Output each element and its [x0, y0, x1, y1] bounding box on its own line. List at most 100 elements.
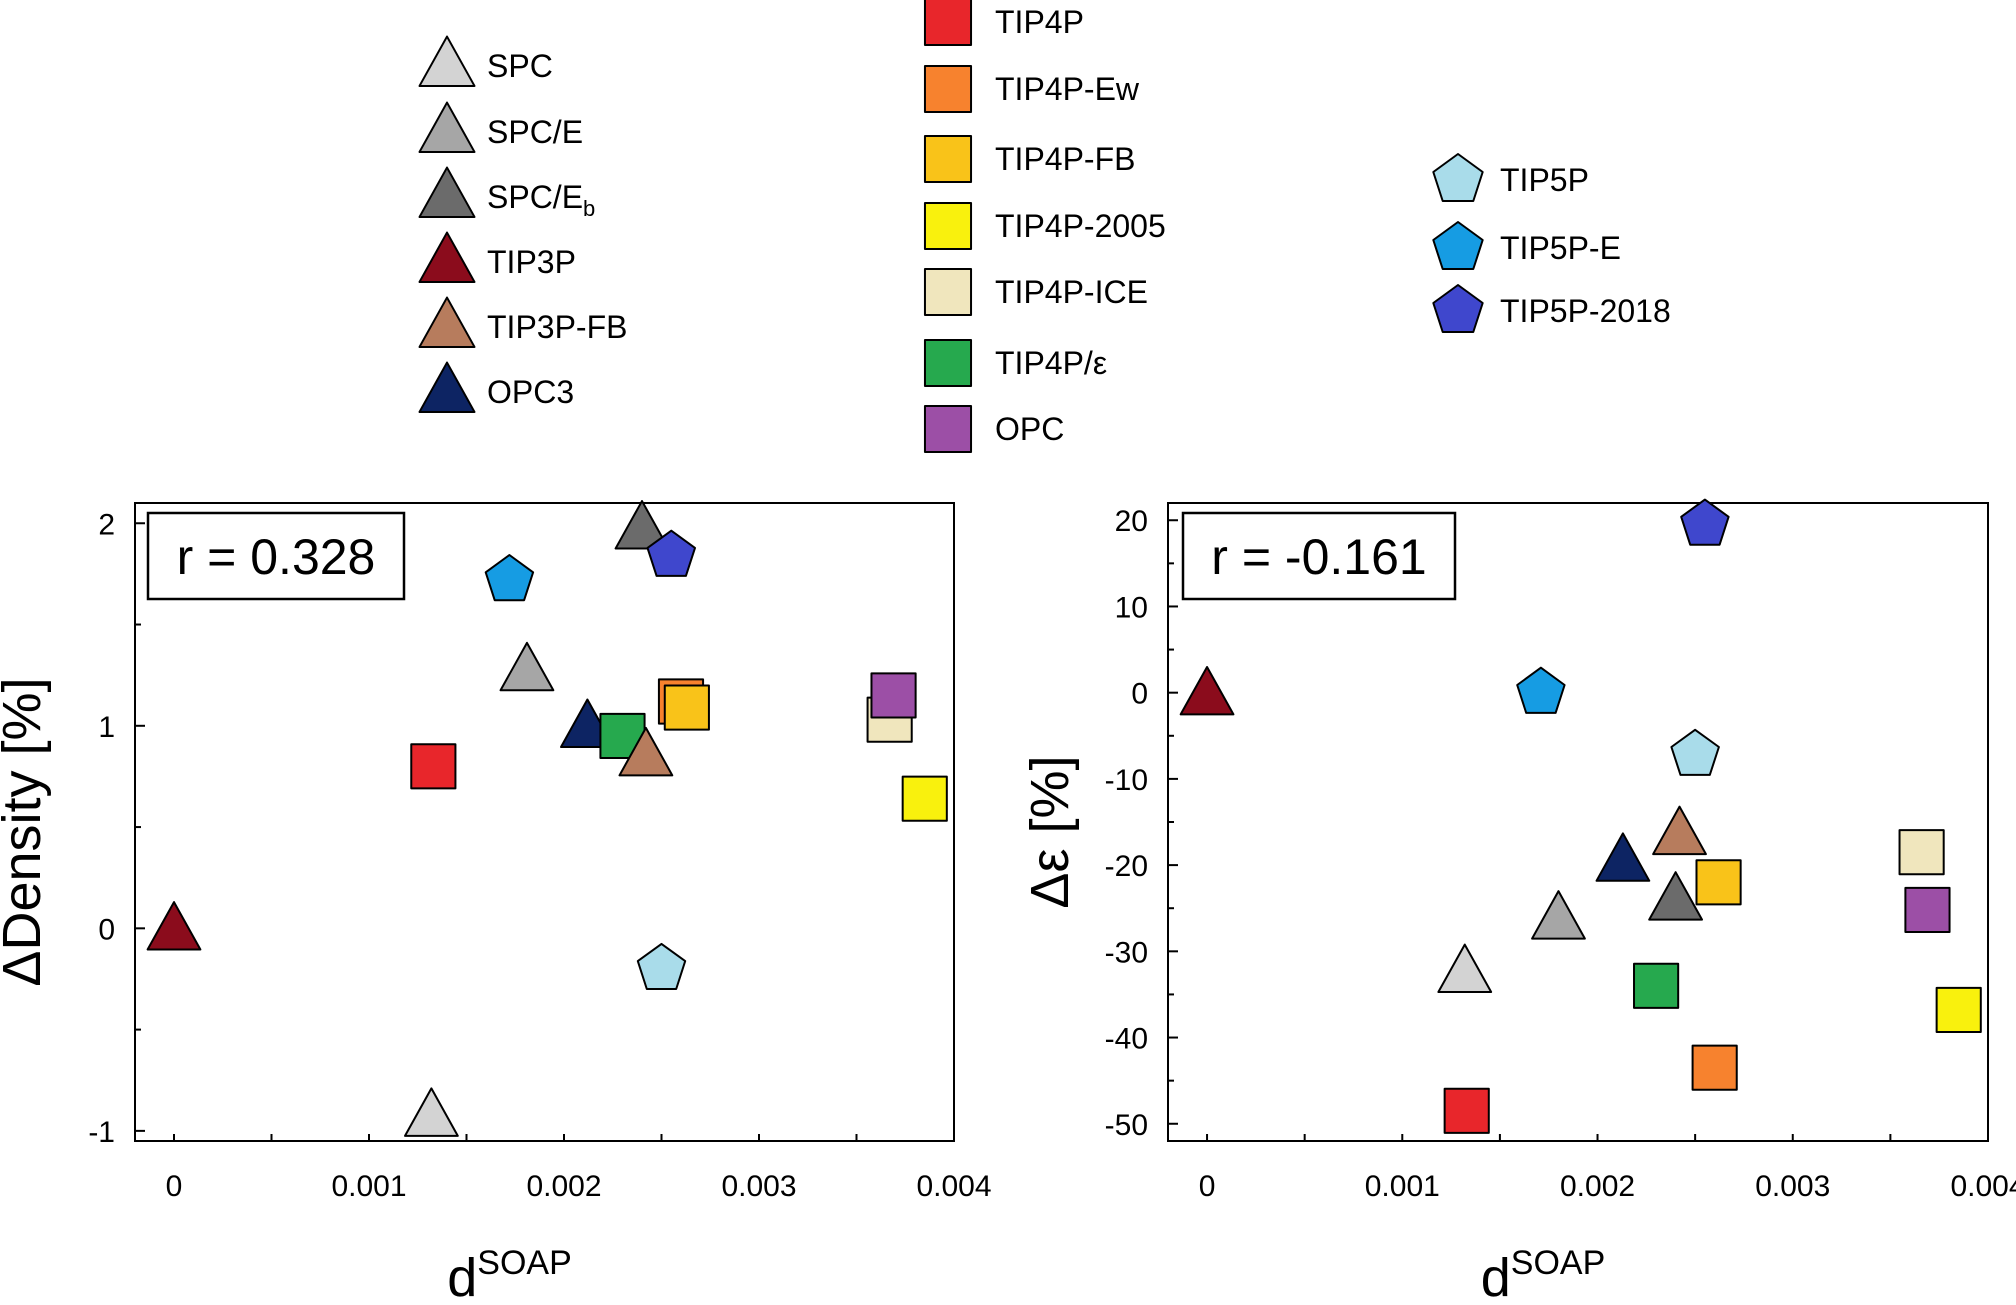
- legend-label: OPC: [995, 411, 1064, 447]
- pentagon-icon: [1432, 153, 1484, 202]
- x-axis-title: dSOAP: [447, 1244, 572, 1305]
- point-tip3p-fb: [1652, 805, 1707, 856]
- legend-item-tip4p-epsilon: TIP4P/ε: [923, 338, 1107, 388]
- point-spc-e: [1531, 890, 1586, 940]
- legend-item-tip4p-2005: TIP4P-2005: [923, 201, 1166, 251]
- correlation-label: r = 0.328: [177, 529, 376, 585]
- legend-item-tip3p-fb: TIP3P-FB: [418, 296, 627, 348]
- legend-label: TIP4P/ε: [995, 345, 1107, 381]
- square-icon: [923, 338, 973, 388]
- density-panel: 0 0.001 0.002 0.003 0.004 -1 0 1 2 r = 0.328 dSOAP…: [0, 500, 992, 1305]
- point-tip4p-fb: [1695, 859, 1742, 906]
- legend-label: TIP5P-E: [1500, 230, 1621, 266]
- legend-label: TIP4P-2005: [995, 208, 1166, 244]
- point-tip5p-2018: [1680, 498, 1730, 546]
- point-spc-eb: [614, 500, 670, 550]
- y-tick-label: -10: [1105, 764, 1148, 797]
- point-spc-eb: [1648, 871, 1704, 921]
- point-opc: [870, 672, 917, 719]
- correlation-label: r = -0.161: [1211, 529, 1426, 585]
- legend-label: TIP4P: [995, 4, 1084, 40]
- point-spc: [404, 1087, 459, 1137]
- y-tick-label: 20: [1115, 505, 1148, 538]
- x-tick-label: 0.002: [1560, 1170, 1635, 1203]
- square-icon: [923, 267, 973, 317]
- legend-label: TIP3P-FB: [487, 309, 627, 345]
- point-tip4p-2005: [1935, 986, 1982, 1034]
- legend-item-tip4p-fb: TIP4P-FB: [923, 134, 1135, 184]
- point-spc: [1437, 943, 1493, 994]
- triangle-icon: [418, 166, 476, 218]
- point-tip3p: [1179, 665, 1235, 716]
- legend-label: TIP3P: [487, 244, 576, 280]
- square-icon: [923, 134, 973, 184]
- correlation-box: [1181, 511, 1457, 601]
- pentagon-icon: [1432, 221, 1484, 270]
- y-axis-title: ΔDensity [%]: [0, 677, 52, 986]
- point-opc3: [1595, 832, 1651, 882]
- legend-label: TIP5P-2018: [1500, 293, 1671, 329]
- y-tick-label: -40: [1105, 1023, 1148, 1056]
- correlation-box: [146, 511, 406, 601]
- plot-frame: [134, 502, 955, 1142]
- triangle-icon: [418, 361, 476, 413]
- point-tip4p-ice: [1898, 829, 1945, 876]
- square-icon: [923, 201, 973, 251]
- x-tick-label: 0.004: [916, 1170, 991, 1203]
- legend-item-spc-eb: SPC/Eb: [418, 166, 595, 221]
- legend-item-opc: OPC: [923, 404, 1064, 454]
- point-tip5p: [636, 942, 687, 990]
- point-tip4p: [1443, 1087, 1490, 1134]
- point-tip4p-fb: [663, 684, 710, 731]
- y-tick-label: -30: [1105, 936, 1148, 969]
- point-tip5p: [1670, 728, 1720, 776]
- point-spc-e: [499, 641, 555, 692]
- x-tick-label: 0.001: [331, 1170, 406, 1203]
- x-tick-label: 0: [1199, 1170, 1216, 1203]
- triangle-icon: [418, 101, 476, 153]
- legend-label: SPC: [487, 48, 553, 84]
- legend-item-tip5p-e: TIP5P-E: [1432, 221, 1621, 270]
- square-icon: [923, 404, 973, 454]
- legend-item-spc-e: SPC/E: [418, 101, 583, 153]
- y-tick-label: -50: [1105, 1109, 1148, 1142]
- y-tick-label: 2: [98, 508, 115, 541]
- point-tip4p-ew: [1691, 1044, 1738, 1091]
- legend-item-opc3: OPC3: [418, 361, 574, 413]
- point-tip3p: [146, 901, 202, 951]
- legend-label: TIP4P-ICE: [995, 274, 1148, 310]
- pentagon-icon: [1432, 284, 1484, 333]
- x-axis-title: dSOAP: [1481, 1244, 1606, 1305]
- x-tick-label: 0.001: [1365, 1170, 1440, 1203]
- x-tick-label: 0.003: [721, 1170, 796, 1203]
- square-icon: [923, 0, 973, 47]
- y-tick-label: 1: [98, 711, 115, 744]
- point-tip5p-e: [484, 554, 535, 602]
- legend-label: TIP4P-FB: [995, 141, 1135, 177]
- y-tick-label: -1: [88, 1116, 115, 1149]
- triangle-icon: [418, 231, 476, 283]
- legend-label: TIP5P: [1500, 162, 1589, 198]
- x-tick-label: 0: [166, 1170, 183, 1203]
- x-tick-label: 0.003: [1755, 1170, 1830, 1203]
- legend: SPC SPC/E SPC/Eb TIP3P TIP3P-FB OPC3 TIP4P TIP4…: [418, 0, 1671, 454]
- legend-item-tip4p-ice: TIP4P-ICE: [923, 267, 1148, 317]
- y-tick-label: 10: [1115, 591, 1148, 624]
- legend-item-spc: SPC: [418, 35, 553, 87]
- y-tick-label: -20: [1105, 850, 1148, 883]
- point-tip4p: [410, 743, 457, 790]
- point-tip5p-2018: [646, 529, 696, 577]
- legend-label: SPC/E: [487, 114, 583, 150]
- triangle-icon: [418, 296, 476, 348]
- point-tip5p-e: [1516, 666, 1566, 714]
- legend-item-tip4p-ew: TIP4P-Ew: [923, 64, 1140, 114]
- legend-item-tip3p: TIP3P: [418, 231, 576, 283]
- x-tick-label: 0.002: [526, 1170, 601, 1203]
- triangle-icon: [418, 35, 476, 87]
- y-tick-label: 0: [1131, 678, 1148, 711]
- legend-label: SPC/Eb: [487, 179, 595, 221]
- legend-item-tip4p: TIP4P: [923, 0, 1084, 47]
- square-icon: [923, 64, 973, 114]
- dielectric-panel: 0 0.001 0.002 0.003 0.004 -50 -40 -30 -20 -10 0 10 2…: [1020, 498, 2016, 1305]
